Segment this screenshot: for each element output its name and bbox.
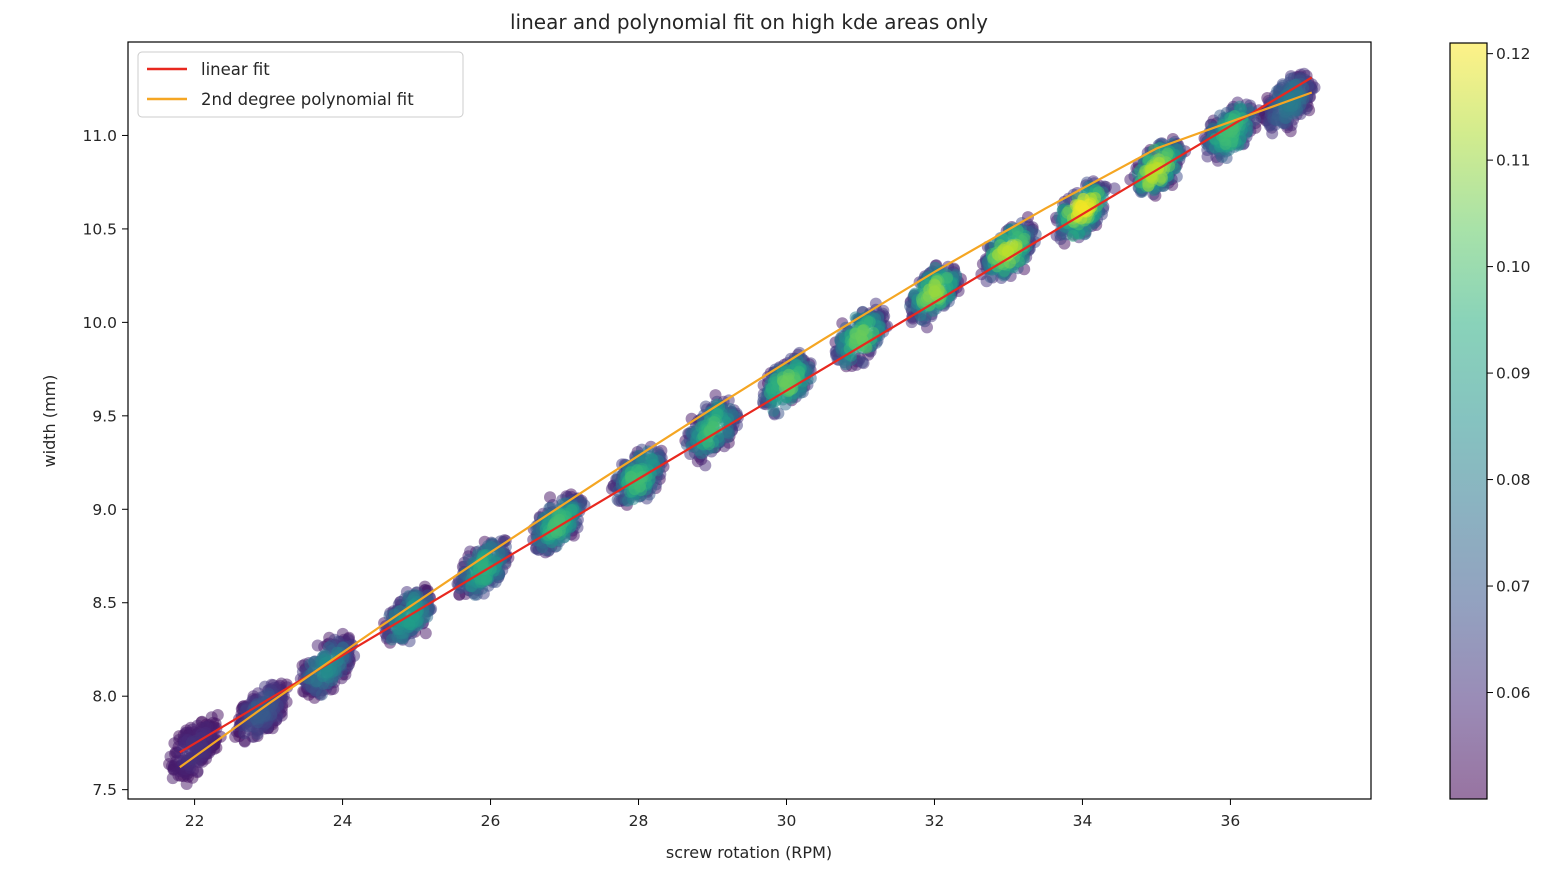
y-tick-label: 9.5 bbox=[92, 407, 117, 425]
x-tick-label: 34 bbox=[1073, 812, 1093, 830]
scatter-point bbox=[645, 452, 658, 465]
y-tick-label: 11.0 bbox=[82, 127, 117, 145]
colorbar-tick-label: 0.08 bbox=[1496, 471, 1531, 489]
scatter-point bbox=[634, 480, 647, 493]
colorbar-tick-label: 0.10 bbox=[1496, 258, 1531, 276]
scatter-point bbox=[256, 699, 269, 712]
colorbar-tick-label: 0.11 bbox=[1496, 152, 1531, 170]
x-tick-label: 32 bbox=[925, 812, 945, 830]
x-tick-label: 26 bbox=[481, 812, 501, 830]
y-tick-label: 10.0 bbox=[82, 314, 117, 332]
scatter-point bbox=[857, 324, 870, 336]
chart-title: linear and polynomial fit on high kde ar… bbox=[510, 10, 988, 34]
x-axis: 22 24 26 28 30 32 34 36 bbox=[185, 799, 1241, 830]
scatter-point bbox=[403, 618, 416, 631]
y-tick-label: 7.5 bbox=[92, 781, 117, 799]
scatter-point bbox=[777, 375, 789, 387]
legend-label-linear: linear fit bbox=[201, 60, 270, 79]
scatter-point bbox=[1108, 182, 1121, 195]
scatter-point bbox=[419, 627, 432, 640]
colorbar-gradient bbox=[1450, 43, 1487, 799]
y-tick-label: 10.5 bbox=[82, 220, 117, 238]
scatter-point bbox=[706, 420, 719, 433]
colorbar-frame bbox=[1449, 42, 1488, 800]
x-tick-label: 36 bbox=[1221, 812, 1241, 830]
scatter-point bbox=[180, 778, 193, 790]
scatter-point bbox=[767, 404, 780, 417]
x-tick-label: 24 bbox=[333, 812, 353, 830]
legend-label-polynomial: 2nd degree polynomial fit bbox=[201, 90, 414, 109]
colorbar-ticks: 0.06 0.07 0.08 0.09 0.10 0.11 0.12 bbox=[1487, 45, 1531, 702]
scatter-point bbox=[856, 356, 869, 369]
y-axis-label: width (mm) bbox=[40, 375, 59, 468]
scatter-point bbox=[1067, 229, 1080, 242]
scatter-point bbox=[480, 573, 493, 586]
scatter-point bbox=[699, 459, 712, 472]
legend-box bbox=[137, 51, 464, 118]
colorbar-tick-label: 0.12 bbox=[1496, 45, 1531, 63]
scatter-point bbox=[928, 285, 941, 298]
x-tick-label: 28 bbox=[629, 812, 649, 830]
colorbar-tick-label: 0.07 bbox=[1496, 578, 1531, 596]
y-tick-label: 8.0 bbox=[92, 688, 117, 706]
scatter-points bbox=[163, 67, 1321, 790]
x-axis-label: screw rotation (RPM) bbox=[666, 843, 832, 862]
scatter-point bbox=[1001, 245, 1014, 258]
polynomial-fit-line bbox=[179, 91, 1313, 769]
fit-lines bbox=[179, 76, 1313, 769]
x-tick-label: 30 bbox=[777, 812, 797, 830]
scatter-point bbox=[624, 470, 637, 483]
scatter-point bbox=[315, 688, 328, 701]
colorbar-tick-label: 0.06 bbox=[1496, 684, 1531, 702]
colorbar-tick-label: 0.09 bbox=[1496, 365, 1531, 383]
linear-fit-line bbox=[179, 76, 1313, 754]
scatter-point bbox=[1145, 170, 1158, 183]
scatter-point bbox=[164, 750, 177, 763]
scatter-point bbox=[311, 639, 324, 652]
plot-frame bbox=[127, 41, 1372, 800]
legend: linear fit 2nd degree polynomial fit bbox=[137, 51, 464, 118]
y-tick-label: 9.0 bbox=[92, 501, 117, 519]
y-axis: 7.5 8.0 8.5 9.0 9.5 10.0 10.5 11.0 bbox=[82, 127, 128, 799]
colorbar: 0.06 0.07 0.08 0.09 0.10 0.11 0.12 bbox=[1449, 42, 1531, 800]
y-tick-label: 8.5 bbox=[92, 594, 117, 612]
scatter-point bbox=[1219, 138, 1232, 150]
x-tick-label: 22 bbox=[185, 812, 205, 830]
scatter-point bbox=[553, 513, 566, 526]
